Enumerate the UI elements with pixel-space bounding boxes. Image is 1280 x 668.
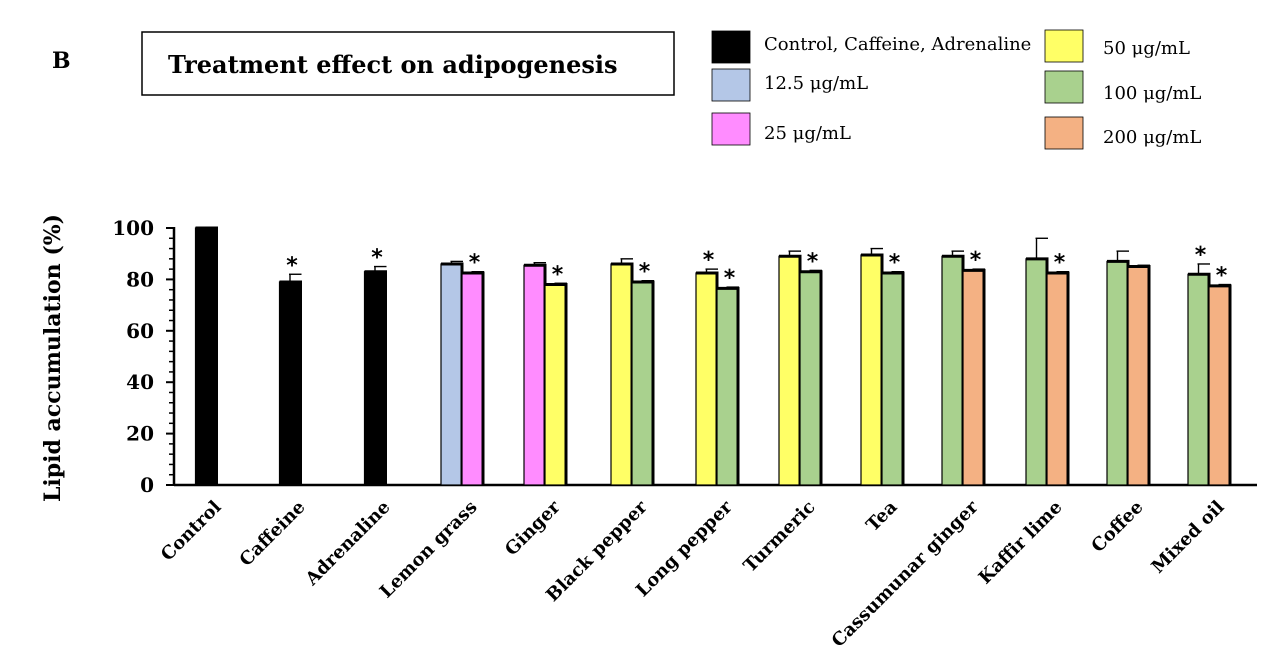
- y-tick-label-20: 20: [126, 422, 154, 446]
- significance-star: *: [469, 251, 481, 276]
- legend: Control, Caffeine, Adrenaline 12.5 μg/mL 2…: [711, 29, 1201, 150]
- legend-item-100-g-ml: 100 μg/mL: [1044, 70, 1201, 104]
- bar-mixed-oil-100-g-ml: [1187, 273, 1210, 486]
- bar-turmeric-50-g-ml: [778, 255, 801, 486]
- bar-lemon-grass-12-5-g-ml: [440, 263, 463, 486]
- bars: * * * * * *** * * * **: [194, 226, 1232, 486]
- bar-tea-100-g-ml: [881, 272, 904, 486]
- x-category-label-cassumunar-ginger: Cassumunar ginger: [828, 496, 983, 651]
- bar-group-black-pepper: *: [610, 258, 655, 486]
- bar-cassumunar-ginger-200-g-ml: [962, 269, 985, 486]
- legend-label: 200 μg/mL: [1103, 127, 1201, 148]
- bar-black-pepper-50-g-ml: [610, 263, 633, 486]
- bar-group-cassumunar-ginger: *: [941, 248, 986, 486]
- x-category-label-caffeine: Caffeine: [236, 497, 310, 571]
- significance-star: *: [724, 266, 736, 291]
- panel-label: B: [52, 48, 71, 74]
- legend-swatch: [711, 112, 751, 146]
- bar-group-coffee: [1106, 250, 1151, 486]
- bar-coffee-100-g-ml: [1106, 260, 1129, 486]
- significance-star: *: [1054, 251, 1066, 276]
- bar-group-turmeric: *: [778, 249, 823, 486]
- significance-star: *: [703, 248, 715, 273]
- significance-star: *: [286, 253, 298, 278]
- legend-label: 12.5 μg/mL: [764, 73, 868, 94]
- x-category-label-turmeric: Turmeric: [740, 497, 820, 577]
- bar-group-kaffir-lime: *: [1025, 237, 1070, 486]
- legend-label: 50 μg/mL: [1103, 38, 1190, 59]
- bar-kaffir-lime-200-g-ml: [1046, 272, 1069, 486]
- x-category-label-adrenaline: Adrenaline: [301, 497, 395, 591]
- legend-label: Control, Caffeine, Adrenaline: [764, 34, 1031, 55]
- bar-group-tea: *: [860, 247, 905, 486]
- legend-item-12-5-g-ml: 12.5 μg/mL: [711, 68, 868, 102]
- bar-tea-50-g-ml: [860, 254, 883, 486]
- bar-ginger-25-g-ml: [523, 264, 546, 486]
- bar-group-long-pepper: **: [695, 248, 740, 486]
- significance-star: *: [1216, 264, 1228, 289]
- bar-long-pepper-100-g-ml: [716, 287, 739, 486]
- x-category-label-coffee: Coffee: [1087, 497, 1147, 557]
- bar-turmeric-100-g-ml: [799, 271, 822, 486]
- legend-swatch: [711, 30, 751, 64]
- bar-kaffir-lime-100-g-ml: [1025, 258, 1048, 486]
- y-tick-label-0: 0: [140, 473, 154, 497]
- significance-star: *: [807, 249, 819, 274]
- legend-swatch: [711, 68, 751, 102]
- y-tick-label-100: 100: [112, 216, 154, 240]
- legend-label: 100 μg/mL: [1103, 83, 1201, 104]
- x-category-label-tea: Tea: [862, 496, 901, 535]
- x-category-label-kaffir-lime: Kaffir lime: [975, 497, 1067, 589]
- significance-star: *: [1195, 243, 1207, 268]
- legend-swatch: [1044, 70, 1084, 104]
- y-tick-label-40: 40: [126, 370, 154, 394]
- significance-star: *: [639, 260, 651, 285]
- bar-caffeine-control-caffeine-adrenaline: [278, 281, 302, 486]
- bar-control-control-caffeine-adrenaline: [194, 227, 218, 486]
- legend-swatch: [1044, 116, 1084, 150]
- title-frame: [141, 31, 675, 96]
- bar-group-lemon-grass: *: [440, 251, 485, 486]
- bar-lemon-grass-25-g-ml: [461, 272, 484, 486]
- y-axis-label: Lipid accumulation (%): [40, 214, 66, 502]
- bar-group-control: [194, 226, 218, 486]
- significance-star: *: [970, 248, 982, 273]
- chart-title-box: Treatment effect on adipogenesis: [141, 31, 675, 96]
- bar-group-adrenaline: *: [363, 246, 387, 486]
- bar-group-mixed-oil: **: [1187, 243, 1232, 486]
- bar-cassumunar-ginger-100-g-ml: [941, 255, 964, 486]
- legend-swatch: [1044, 29, 1084, 63]
- significance-star: *: [552, 262, 564, 287]
- legend-item-25-g-ml: 25 μg/mL: [711, 112, 851, 146]
- legend-item-200-g-ml: 200 μg/mL: [1044, 116, 1201, 150]
- bar-coffee-200-g-ml: [1127, 265, 1150, 486]
- x-category-label-ginger: Ginger: [501, 496, 565, 560]
- significance-star: *: [889, 251, 901, 276]
- bar-group-ginger: *: [523, 261, 568, 486]
- bar-long-pepper-50-g-ml: [695, 272, 718, 486]
- x-category-label-control: Control: [157, 497, 226, 566]
- legend-label: 25 μg/mL: [764, 123, 851, 144]
- bar-mixed-oil-200-g-ml: [1208, 285, 1231, 486]
- legend-item-50-g-ml: 50 μg/mL: [1044, 29, 1190, 63]
- bar-adrenaline-control-caffeine-adrenaline: [363, 271, 387, 486]
- y-tick-label-80: 80: [126, 267, 154, 291]
- bar-black-pepper-100-g-ml: [631, 281, 654, 486]
- axes: 0 20 40 60 80 100: [112, 216, 1257, 497]
- chart-title: Treatment effect on adipogenesis: [168, 50, 617, 79]
- y-tick-label-60: 60: [126, 319, 154, 343]
- x-category-label-mixed-oil: Mixed oil: [1148, 497, 1229, 578]
- significance-star: *: [371, 246, 383, 271]
- bar-ginger-50-g-ml: [544, 283, 567, 486]
- legend-item-control-caffeine-adrenaline: Control, Caffeine, Adrenaline: [711, 30, 1031, 64]
- bar-group-caffeine: *: [278, 253, 302, 486]
